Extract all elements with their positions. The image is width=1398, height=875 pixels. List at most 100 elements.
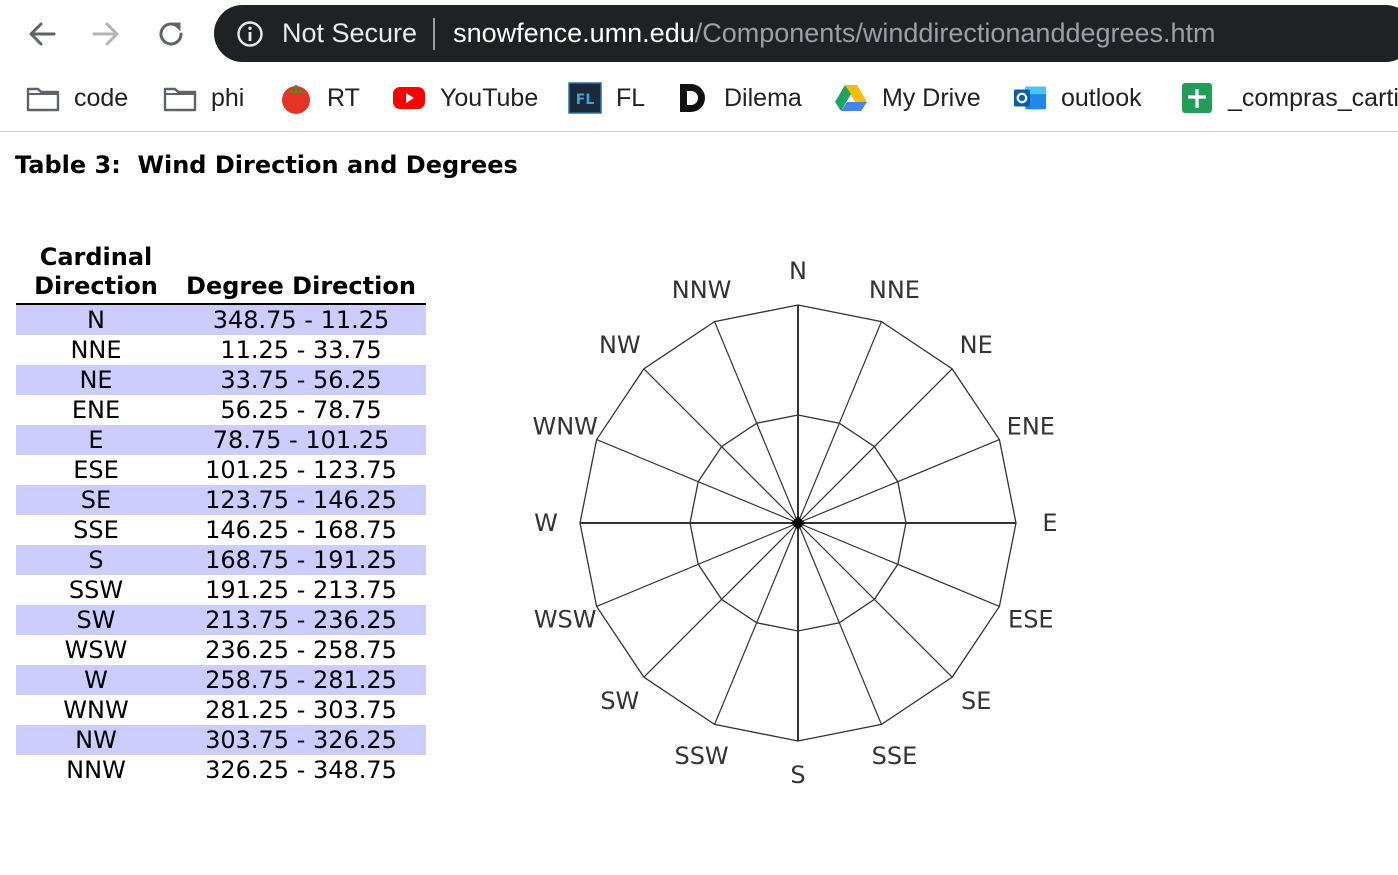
reload-icon[interactable] (149, 12, 193, 56)
outlook-icon (1013, 82, 1047, 114)
bookmark-fl[interactable]: FL FL (568, 80, 645, 116)
cardinal-cell: N (16, 304, 176, 335)
table-row: ENE 56.25 - 78.75 (16, 395, 426, 425)
bookmark-outlook[interactable]: outlook (1013, 80, 1142, 116)
direction-label-n: N (789, 257, 807, 285)
spoke-nne (797, 321, 882, 524)
spoke-ssw (714, 522, 799, 725)
table-row: N 348.75 - 11.25 (16, 304, 426, 335)
url-text[interactable]: snowfence.umn.edu/Components/winddirecti… (453, 18, 1215, 49)
bookmark-label: code (74, 83, 129, 112)
degree-cell: 191.25 - 213.75 (205, 576, 397, 604)
spoke-wnw (596, 439, 799, 524)
svg-text:FL: FL (576, 92, 595, 108)
table-row: W 258.75 - 281.25 (16, 665, 426, 695)
cardinal-cell: W (16, 665, 176, 695)
url-path: /Components/winddirectionanddegrees.htm (694, 18, 1216, 48)
cardinal-cell: SW (16, 605, 176, 635)
table-row: SSW 191.25 - 213.75 (16, 575, 426, 605)
degree-cell: 236.25 - 258.75 (205, 636, 397, 664)
tomato-icon (279, 82, 313, 114)
browser-toolbar: Not Secure snowfence.umn.edu/Components/… (0, 0, 1398, 68)
fl-icon: FL (568, 82, 602, 114)
bookmark-label: _compras_carti (1228, 83, 1398, 112)
bookmark-compras[interactable]: _compras_carti (1180, 80, 1398, 116)
direction-label-ne: NE (960, 331, 993, 359)
forward-arrow-icon[interactable] (84, 12, 128, 56)
spoke-nw (643, 368, 799, 524)
column-header-cardinal: Cardinal Direction (16, 243, 176, 305)
cardinal-cell: WSW (64, 636, 128, 664)
bookmark-code[interactable]: code (26, 80, 128, 116)
spoke-sse (797, 522, 882, 725)
bookmark-rt[interactable]: RT (279, 80, 360, 116)
degree-cell: 213.75 - 236.25 (176, 605, 426, 635)
direction-label-se: SE (961, 687, 991, 715)
youtube-icon (392, 82, 426, 114)
bookmark-youtube[interactable]: YouTube (392, 80, 538, 116)
spoke-ese (797, 522, 1000, 607)
folder-icon (26, 82, 60, 114)
cardinal-cell: NW (16, 725, 176, 755)
direction-label-wnw: WNW (532, 413, 597, 441)
spoke-ene (797, 439, 1000, 524)
address-bar[interactable]: Not Secure snowfence.umn.edu/Components/… (214, 5, 1398, 62)
degree-cell: 56.25 - 78.75 (220, 396, 382, 424)
bookmark-label: Dilema (724, 83, 802, 112)
degree-cell: 33.75 - 56.25 (176, 365, 426, 395)
wind-direction-table: Cardinal Direction Degree Direction N 348… (16, 243, 426, 785)
degree-cell: 11.25 - 33.75 (220, 336, 382, 364)
degree-cell: 123.75 - 146.25 (176, 485, 426, 515)
direction-label-e: E (1042, 509, 1057, 537)
degree-cell: 303.75 - 326.25 (176, 725, 426, 755)
bookmark-phi[interactable]: phi (163, 80, 244, 116)
degree-cell: 78.75 - 101.25 (176, 425, 426, 455)
degree-cell: 258.75 - 281.25 (176, 665, 426, 695)
cardinal-cell: NE (16, 365, 176, 395)
bookmark-my-drive[interactable]: My Drive (834, 80, 981, 116)
spoke-nnw (714, 321, 799, 524)
center-marker (791, 516, 805, 530)
table-row: NNW 326.25 - 348.75 (16, 755, 426, 785)
bookmarks-bar: code phi RT YouTube FL FL Dilema My Dri (0, 68, 1398, 132)
google-drive-icon (834, 82, 868, 114)
bookmark-label: RT (327, 83, 360, 112)
table-row: SSE 146.25 - 168.75 (16, 515, 426, 545)
direction-label-nnw: NNW (672, 276, 732, 304)
degree-cell: 101.25 - 123.75 (205, 456, 397, 484)
table-row: NNE 11.25 - 33.75 (16, 335, 426, 365)
degree-cell: 348.75 - 11.25 (176, 304, 426, 335)
degree-cell: 326.25 - 348.75 (205, 756, 397, 784)
security-label[interactable]: Not Secure (282, 18, 418, 48)
direction-label-s: S (790, 761, 805, 789)
table-row: NE 33.75 - 56.25 (16, 365, 426, 395)
table-row: WSW 236.25 - 258.75 (16, 635, 426, 665)
cardinal-cell: SSE (73, 516, 119, 544)
info-icon[interactable] (236, 20, 264, 48)
dilema-icon (676, 82, 710, 114)
bookmark-dilema[interactable]: Dilema (676, 80, 802, 116)
column-header-degree: Degree Direction (176, 243, 426, 305)
spoke-ne (797, 368, 953, 524)
spoke-sw (643, 522, 799, 678)
bookmark-label: YouTube (440, 83, 539, 112)
page-content: Table 3: Wind Direction and Degrees Card… (0, 133, 1398, 875)
degree-cell: 146.25 - 168.75 (205, 516, 397, 544)
direction-label-nne: NNE (869, 276, 920, 304)
table-body: N 348.75 - 11.25 NNE 11.25 - 33.75 NE 33.75 -… (16, 304, 426, 785)
cardinal-cell: WNW (63, 696, 129, 724)
folder-icon (163, 82, 197, 114)
direction-label-ene: ENE (1007, 413, 1055, 441)
direction-label-sw: SW (600, 687, 639, 715)
bookmark-label: FL (616, 83, 646, 112)
table-row: ESE 101.25 - 123.75 (16, 455, 426, 485)
bookmark-label: outlook (1061, 83, 1142, 112)
cardinal-cell: SE (16, 485, 176, 515)
bookmark-label: My Drive (882, 83, 981, 112)
cardinal-cell: S (16, 545, 176, 575)
back-arrow-icon[interactable] (20, 12, 64, 56)
direction-label-ssw: SSW (674, 742, 728, 770)
wind-rose-diagram: N NNE NE ENE E ESE SE SSE S SSW SW WSW W WNW NW NNW (532, 257, 1057, 789)
table-row: SE 123.75 - 146.25 (16, 485, 426, 515)
cardinal-cell: ESE (73, 456, 119, 484)
